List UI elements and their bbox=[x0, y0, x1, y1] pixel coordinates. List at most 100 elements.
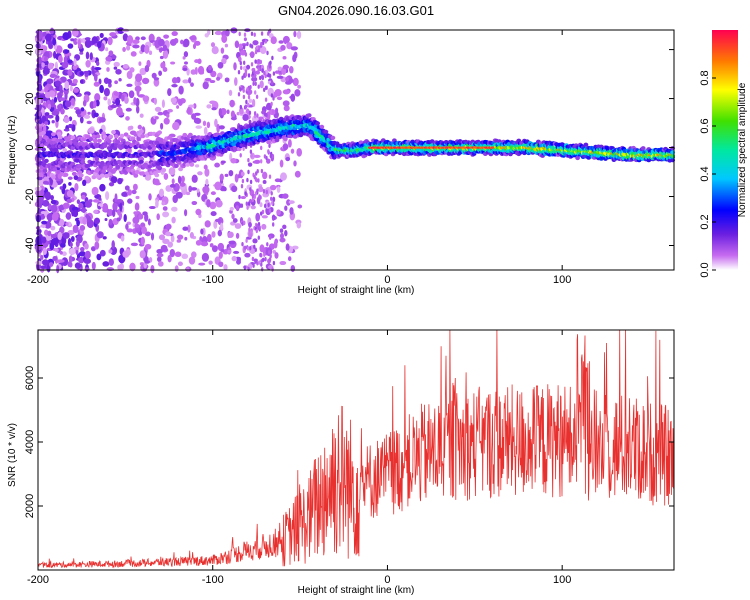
spectrogram-cell bbox=[91, 175, 97, 180]
spectrogram-cell bbox=[294, 170, 301, 178]
spectrogram-cell bbox=[80, 107, 85, 112]
spectrogram-cell bbox=[111, 130, 116, 135]
spectrogram-cell bbox=[270, 36, 277, 45]
spectrogram-cell bbox=[124, 185, 130, 191]
spectrogram-cell bbox=[102, 261, 110, 267]
spectrogram-cell bbox=[264, 257, 267, 262]
spectrogram-cell bbox=[270, 101, 273, 107]
spectrogram-cell bbox=[256, 223, 259, 228]
spectrogram-cell bbox=[55, 138, 60, 143]
spectrogram-cell bbox=[242, 113, 249, 122]
spectrogram-cell bbox=[93, 81, 100, 87]
spectrogram-cell bbox=[213, 220, 218, 229]
spectrogram-cell bbox=[280, 232, 284, 240]
spectrogram-cell bbox=[144, 243, 152, 250]
colorbar-tick-label: 0.4 bbox=[699, 166, 711, 181]
spectrogram-cell bbox=[282, 143, 289, 151]
spectrogram-cell bbox=[185, 137, 191, 143]
spectrogram-cell bbox=[258, 260, 261, 265]
spectrogram-cell bbox=[235, 205, 239, 210]
spectrogram-cell bbox=[200, 228, 204, 235]
spectrogram-cell bbox=[177, 175, 182, 184]
colorbar-tick-label: 0.6 bbox=[699, 118, 711, 133]
spectrogram-cell bbox=[293, 160, 297, 167]
spectrogram-cell bbox=[269, 235, 272, 240]
spectrogram-cell bbox=[263, 87, 266, 93]
spectrogram-cell bbox=[99, 84, 104, 94]
spectrogram-cell bbox=[184, 209, 188, 217]
spectrogram-cell bbox=[123, 96, 129, 104]
spectrogram-cell bbox=[69, 242, 73, 248]
spectrogram-cell bbox=[263, 154, 267, 159]
spectrogram-cell bbox=[140, 36, 146, 41]
spectrogram-cell bbox=[57, 231, 63, 241]
spectrogram-cell bbox=[115, 164, 121, 169]
spectrogram-cell bbox=[206, 104, 212, 109]
spectrogram-cell bbox=[245, 99, 248, 105]
spectrogram-cell bbox=[198, 262, 206, 266]
spectrogram-x-tick-label: 0 bbox=[384, 274, 390, 286]
spectrogram-cell bbox=[306, 113, 312, 118]
spectrogram-cell bbox=[73, 87, 79, 93]
spectrogram-cell bbox=[40, 45, 48, 52]
spectrogram-cell bbox=[144, 64, 150, 73]
spectrogram-cell bbox=[194, 164, 200, 168]
spectrogram-cell bbox=[255, 171, 258, 176]
spectrogram-cell bbox=[247, 169, 250, 175]
spectrogram-cell bbox=[125, 107, 132, 112]
spectrogram-cell bbox=[259, 80, 264, 89]
spectrogram-cell bbox=[257, 84, 260, 89]
spectrogram-cell bbox=[73, 175, 79, 181]
spectrogram-cell bbox=[71, 206, 79, 212]
spectrogram-cell bbox=[151, 72, 157, 79]
spectrogram-cell bbox=[51, 119, 55, 124]
spectrogram-cell bbox=[231, 255, 237, 262]
spectrogram-cell bbox=[241, 178, 245, 184]
spectrogram-cell bbox=[268, 250, 271, 255]
spectrogram-cell bbox=[243, 32, 247, 37]
spectrogram-cell bbox=[247, 94, 251, 100]
spectrogram-cell bbox=[244, 72, 248, 77]
spectrogram-cell bbox=[249, 149, 253, 154]
spectrogram-cell bbox=[252, 238, 258, 244]
spectrogram-cell bbox=[231, 185, 238, 193]
spectrogram-cell bbox=[195, 208, 202, 216]
spectrogram-cell bbox=[202, 120, 207, 127]
spectrogram-cell bbox=[260, 253, 263, 258]
spectrogram-cell bbox=[64, 49, 70, 53]
spectrogram-cell bbox=[266, 140, 271, 145]
spectrogram-cell bbox=[162, 66, 168, 73]
spectrogram-cell bbox=[268, 208, 272, 213]
spectrogram-cell bbox=[47, 230, 52, 237]
spectrogram-cell bbox=[244, 69, 248, 74]
spectrogram-cell bbox=[148, 50, 153, 55]
spectrogram-cell bbox=[231, 213, 235, 220]
spectrogram-cell bbox=[78, 256, 85, 264]
spectrogram-cell bbox=[154, 106, 162, 112]
spectrogram-cell bbox=[250, 205, 256, 210]
spectrogram-cell bbox=[135, 105, 140, 114]
spectrogram-cell bbox=[240, 195, 246, 200]
spectrogram-cell bbox=[252, 160, 260, 164]
spectrogram-cell bbox=[264, 97, 268, 102]
spectrogram-cell bbox=[224, 77, 230, 83]
spectrogram-y-ticks: -40 -20 0 20 40 bbox=[24, 43, 674, 253]
spectrogram-cell bbox=[269, 153, 272, 159]
spectrogram-cell bbox=[110, 104, 117, 109]
spectrogram-cell bbox=[180, 175, 185, 183]
spectrogram-cell bbox=[319, 124, 325, 129]
spectrogram-cell bbox=[105, 56, 113, 62]
spectrogram-cell bbox=[277, 66, 283, 71]
spectrogram-cell bbox=[218, 261, 224, 268]
spectrogram-cell bbox=[187, 224, 191, 233]
spectrogram-cell bbox=[162, 238, 170, 245]
colorbar-label: Normalized spectral amplitude bbox=[737, 82, 748, 217]
spectrogram-cell bbox=[90, 246, 96, 252]
spectrogram-cell bbox=[226, 109, 230, 115]
spectrogram-cell bbox=[107, 78, 112, 85]
spectrogram-cell bbox=[237, 174, 241, 179]
spectrogram-cell bbox=[268, 174, 272, 179]
spectrogram-y-tick-label: 40 bbox=[24, 43, 36, 55]
spectrogram-cell bbox=[263, 252, 266, 257]
